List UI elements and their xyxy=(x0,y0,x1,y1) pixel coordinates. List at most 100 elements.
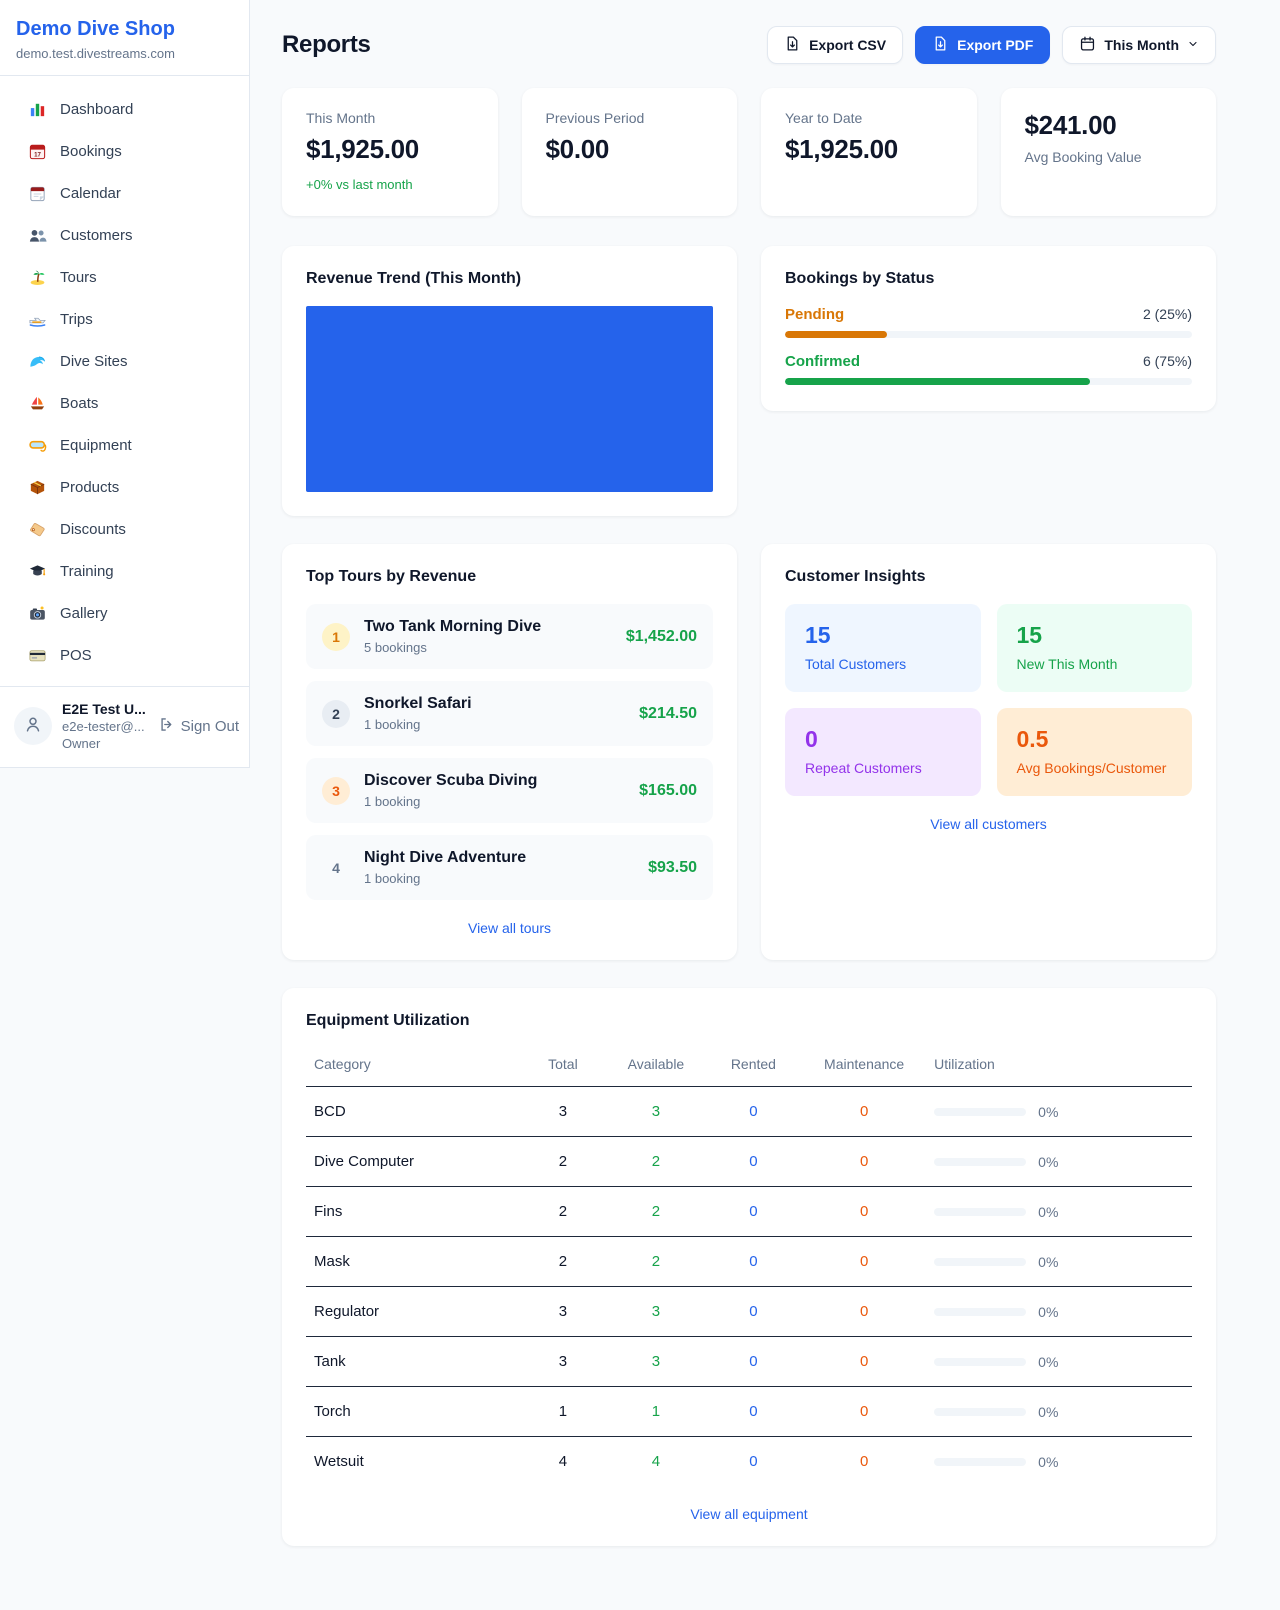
view-all-equipment-link[interactable]: View all equipment xyxy=(690,1506,808,1522)
cell-category: Wetsuit xyxy=(314,1453,364,1470)
cell-maintenance: 0 xyxy=(802,1286,927,1337)
cell-rented: 0 xyxy=(704,1136,803,1187)
cell-category: Mask xyxy=(306,1236,519,1287)
cell-maintenance: 0 xyxy=(802,1136,927,1187)
stat-label: Year to Date xyxy=(785,110,863,126)
row-tours-insights: Top Tours by Revenue 1 Two Tank Morning … xyxy=(282,544,1216,960)
cell-maintenance: 0 xyxy=(859,1453,869,1470)
tile-label: Repeat Customers xyxy=(805,760,922,776)
tile-value: 15 xyxy=(1016,622,1043,648)
water-wave-icon xyxy=(27,351,47,371)
user-name: E2E Test U... xyxy=(62,701,146,717)
revenue-trend-title: Revenue Trend (This Month) xyxy=(306,270,522,287)
tour-bookings: 1 booking xyxy=(364,871,421,886)
user-email: e2e-tester@... xyxy=(62,719,145,734)
cell-maintenance: 0 xyxy=(802,1386,927,1437)
user-role: Owner xyxy=(62,736,101,751)
diving-mask-icon xyxy=(27,435,47,455)
cell-total: 2 xyxy=(518,1136,608,1187)
utilization-bar xyxy=(934,1107,1027,1116)
cell-total: 2 xyxy=(518,1236,608,1287)
sidebar-item-dashboard[interactable]: Dashboard xyxy=(0,88,249,130)
stat-cards: This Month $1,925.00 +0% vs last month P… xyxy=(282,88,1216,216)
bookings-by-status-title: Bookings by Status xyxy=(785,270,935,287)
insights-grid: 15 Total Customers 15 New This Month 0 R… xyxy=(785,604,1192,796)
cell-rented: 0 xyxy=(704,1086,803,1137)
sidebar-item-dive-sites[interactable]: Dive Sites xyxy=(0,340,249,382)
stat-value: $241.00 xyxy=(1024,110,1117,140)
table-row: Torch 1 1 0 0 0% xyxy=(306,1386,1192,1437)
status-label-confirmed: Confirmed xyxy=(785,353,860,370)
revenue-trend-card: Revenue Trend (This Month) xyxy=(282,246,737,516)
sidebar-item-discounts[interactable]: Discounts xyxy=(0,508,249,550)
utilization-pct: 0% xyxy=(1038,1103,1059,1120)
cell-rented: 0 xyxy=(704,1186,803,1237)
export-pdf-button[interactable]: Export PDF xyxy=(915,26,1051,64)
tile-label: Avg Bookings/Customer xyxy=(1016,760,1167,776)
sidebar-item-label: Dashboard xyxy=(60,100,134,118)
sidebar-item-trips[interactable]: Trips xyxy=(0,298,249,340)
tour-amount: $214.50 xyxy=(639,704,697,722)
period-label: This Month xyxy=(1104,37,1179,53)
period-dropdown[interactable]: This Month xyxy=(1062,26,1216,64)
utilization-bar xyxy=(934,1457,1027,1466)
stat-card-this-month: This Month $1,925.00 +0% vs last month xyxy=(282,88,498,216)
people-icon xyxy=(27,225,47,245)
tile-label: Total Customers xyxy=(805,656,907,672)
sign-out-icon xyxy=(158,716,175,737)
equipment-table: Category Total Available Rented Maintena… xyxy=(306,1048,1192,1486)
progress-fill-confirmed xyxy=(785,378,1091,385)
view-all-tours-link[interactable]: View all tours xyxy=(467,920,551,936)
export-csv-button[interactable]: Export CSV xyxy=(767,26,904,64)
tile-value: 15 xyxy=(805,622,831,648)
sidebar-item-boats[interactable]: Boats xyxy=(0,382,249,424)
credit-card-icon xyxy=(27,645,47,665)
user-info: E2E Test U... e2e-tester@... Owner xyxy=(62,701,148,751)
cell-rented: 0 xyxy=(704,1236,803,1287)
tour-name: Night Dive Adventure xyxy=(364,849,527,866)
rank-badge: 2 xyxy=(322,699,350,728)
rank-badge: 3 xyxy=(322,776,350,805)
page-header: Reports Export CSV Export PDF This Month xyxy=(282,26,1216,64)
person-icon xyxy=(23,714,43,739)
label-tag-icon xyxy=(27,519,47,539)
calendar-icon xyxy=(1079,35,1096,55)
sidebar-item-label: Bookings xyxy=(60,142,122,160)
top-tours-title: Top Tours by Revenue xyxy=(306,568,477,585)
view-all-customers-link[interactable]: View all customers xyxy=(930,816,1047,832)
cell-total: 3 xyxy=(518,1336,608,1387)
table-row: Fins 2 2 0 0 0% xyxy=(306,1186,1192,1237)
sign-out-button[interactable]: Sign Out xyxy=(158,716,239,737)
cell-available: 3 xyxy=(607,1086,705,1137)
table-row: Dive Computer 2 2 0 0 0% xyxy=(306,1136,1192,1187)
progress-fill-pending xyxy=(785,331,887,338)
stat-delta: +0% vs last month xyxy=(306,177,413,192)
table-header-row: Category Total Available Rented Maintena… xyxy=(306,1048,1192,1087)
sidebar-item-calendar[interactable]: Calendar xyxy=(0,172,249,214)
tear-off-calendar-icon xyxy=(27,183,47,203)
sidebar-item-equipment[interactable]: Equipment xyxy=(0,424,249,466)
stat-label: This Month xyxy=(306,110,376,126)
table-row: Tank 3 3 0 0 0% xyxy=(306,1336,1192,1387)
utilization-pct: 0% xyxy=(1038,1153,1059,1170)
cell-total: 1 xyxy=(518,1386,608,1437)
sidebar-item-pos[interactable]: POS xyxy=(0,634,249,676)
status-label-pending: Pending xyxy=(785,306,845,323)
sidebar-item-gallery[interactable]: Gallery xyxy=(0,592,249,634)
sidebar-item-products[interactable]: Products xyxy=(0,466,249,508)
chevron-down-icon xyxy=(1187,37,1199,53)
bookings-by-status-card: Bookings by Status Pending 2 (25%) Confi… xyxy=(761,246,1216,411)
tour-bookings: 1 booking xyxy=(364,717,421,732)
sidebar-item-bookings[interactable]: 17 Bookings xyxy=(0,130,249,172)
bar-chart-icon xyxy=(27,99,47,119)
cell-category: Fins xyxy=(306,1186,519,1237)
sidebar-item-tours[interactable]: Tours xyxy=(0,256,249,298)
export-pdf-label: Export PDF xyxy=(957,37,1034,53)
sidebar-item-training[interactable]: Training xyxy=(0,550,249,592)
cell-total: 4 xyxy=(558,1453,568,1470)
brand-block: Demo Dive Shop demo.test.divestreams.com xyxy=(0,0,249,76)
sidebar-item-customers[interactable]: Customers xyxy=(0,214,249,256)
customer-insights-card: Customer Insights 15 Total Customers 15 … xyxy=(761,544,1216,960)
tile-value: 0 xyxy=(805,726,818,752)
cell-maintenance: 0 xyxy=(802,1186,927,1237)
